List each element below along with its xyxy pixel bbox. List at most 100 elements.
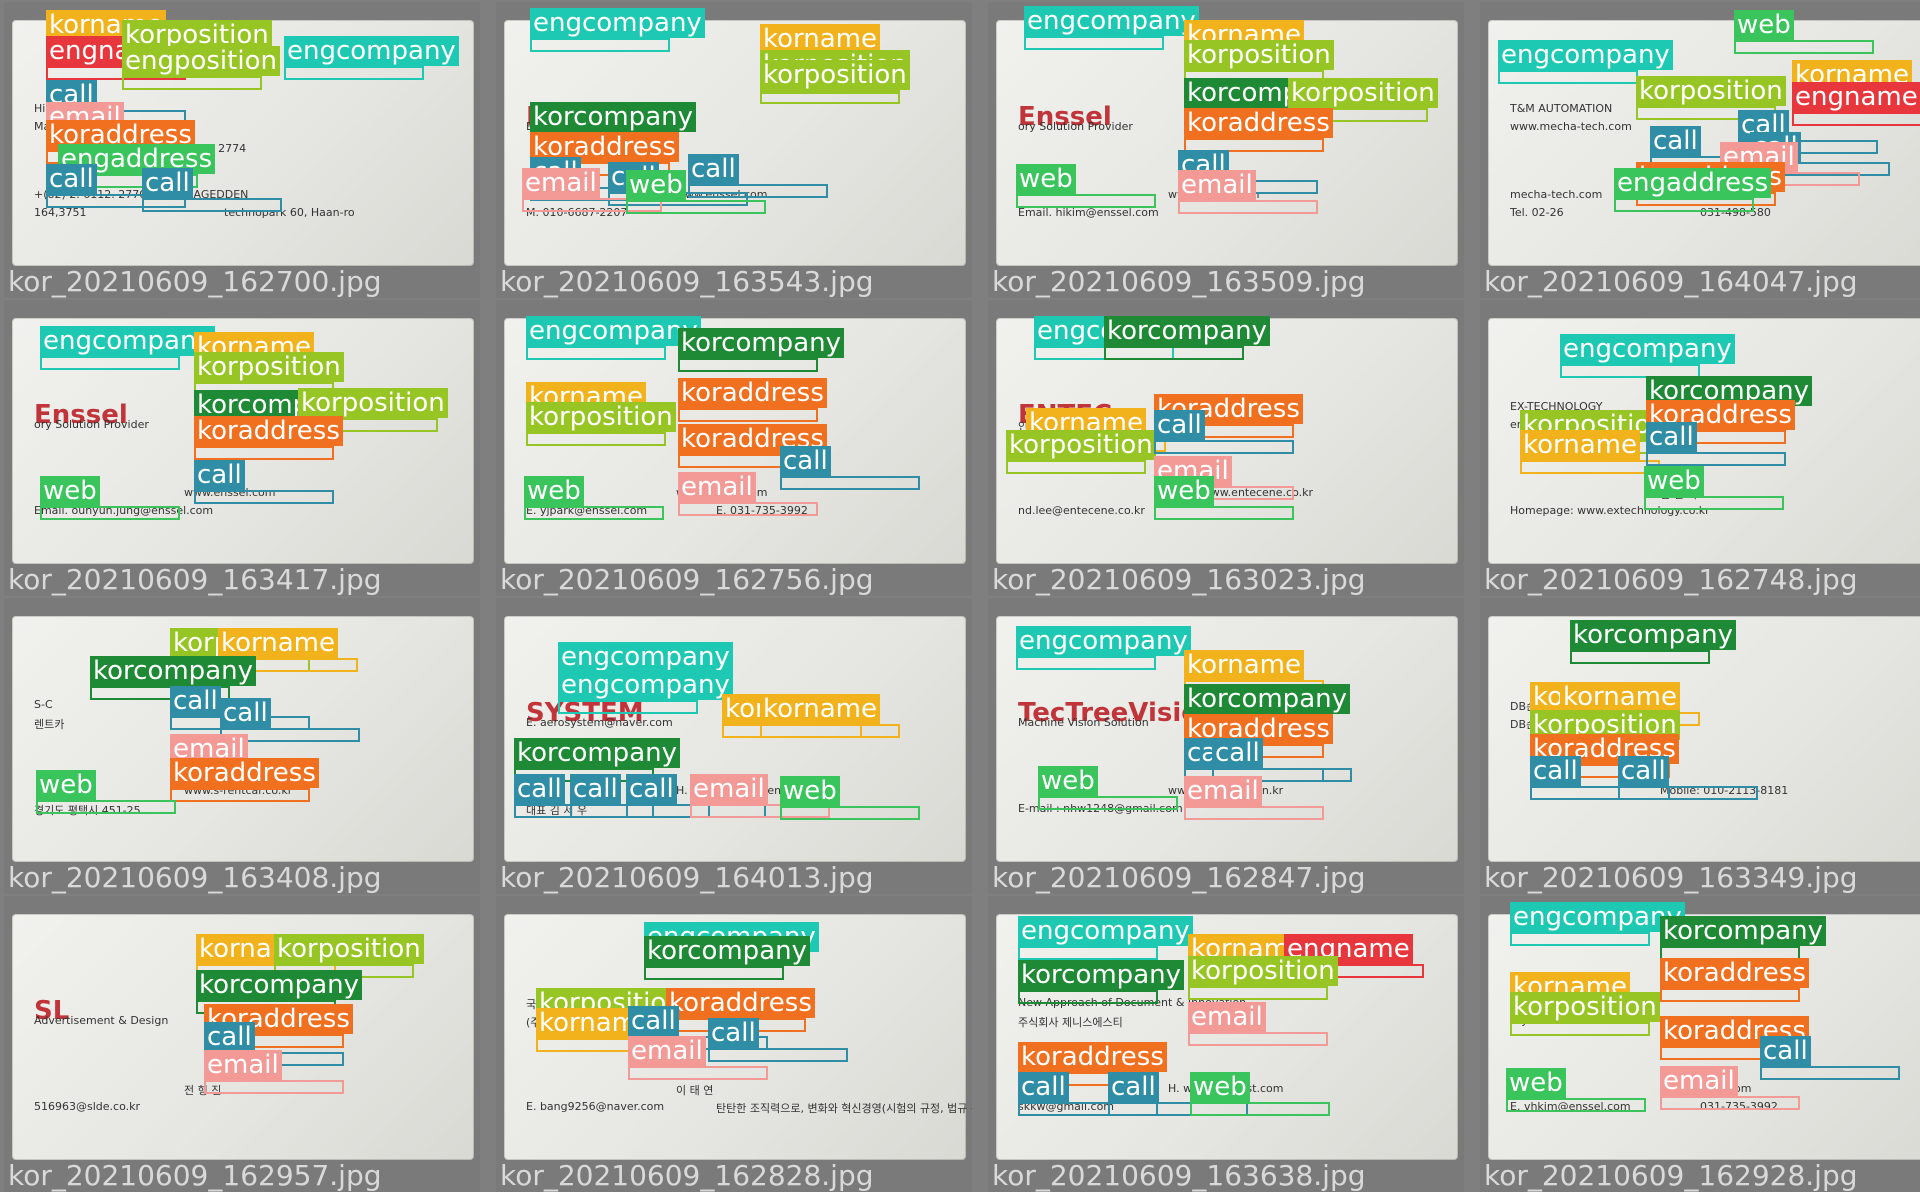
bounding-box — [1038, 796, 1178, 810]
label-tag: korname — [1184, 650, 1305, 680]
label-tag: email — [522, 168, 600, 198]
card-text: Tel. 02-26 — [1510, 206, 1564, 219]
label-tag: korname — [760, 24, 881, 54]
label-tag: email — [1188, 1002, 1266, 1032]
label-tag: korposition — [526, 402, 676, 432]
label-tag: web — [524, 476, 584, 506]
bounding-box — [780, 806, 920, 820]
label-tag: koraddress — [1184, 108, 1333, 138]
card-text: S-C — [34, 698, 53, 711]
label-tag: korcompany — [1018, 960, 1184, 990]
image-tile[interactable]: Hi-Kwon YuManagerMAGEDDEN164,3751technop… — [4, 2, 480, 298]
bounding-box — [688, 184, 828, 198]
bounding-box — [1646, 452, 1786, 466]
bounding-box — [204, 1080, 344, 1094]
label-tag: call — [780, 446, 831, 476]
label-tag: korcompany — [530, 102, 696, 132]
label-tag: email — [690, 774, 768, 804]
label-tag: web — [780, 776, 840, 806]
label-tag: email — [204, 1050, 282, 1080]
label-tag: engcompany — [40, 326, 215, 356]
bounding-box — [284, 66, 424, 80]
bounding-box — [1018, 990, 1158, 1004]
label-tag: korposition — [1288, 78, 1438, 108]
label-tag: call — [1108, 1072, 1159, 1102]
card-text: 탄탄한 조직력으로, 변화와 혁신경영(시험의 규정, 법규 준수) — [716, 1102, 972, 1115]
image-filename: kor_20210609_163408.jpg — [8, 861, 382, 894]
bounding-box — [1510, 932, 1650, 946]
card-text: E. 031-735-3992 — [716, 504, 808, 517]
image-filename: kor_20210609_162748.jpg — [1484, 563, 1858, 596]
label-tag: korname — [760, 694, 881, 724]
image-tile[interactable]: DB손해보험DB손해보험 지정점Mobile: 010-2113-8181kor… — [1480, 598, 1920, 894]
label-tag: korposition — [1636, 76, 1786, 106]
bounding-box — [194, 446, 334, 460]
card-text: 주식회사 제니스에스티 — [1018, 1016, 1123, 1029]
label-tag: call — [570, 774, 621, 804]
label-tag: web — [1506, 1068, 1566, 1098]
label-tag: call — [194, 460, 245, 490]
label-tag: engname — [1792, 82, 1920, 112]
bounding-box — [1644, 496, 1784, 510]
image-filename: kor_20210609_162847.jpg — [992, 861, 1366, 894]
card-text: nd.lee@entecene.co.kr — [1018, 504, 1145, 517]
image-tile[interactable]: ENTEC인텍전기전자주식회사http://www.entecene.co.kr… — [988, 300, 1464, 596]
card-text: Enssel — [1018, 102, 1112, 132]
bounding-box — [690, 804, 830, 818]
bounding-box — [526, 432, 666, 446]
card-text: Advertisement & Design — [34, 1014, 169, 1027]
label-tag: korposition — [1184, 40, 1334, 70]
bounding-box — [1212, 768, 1352, 782]
bounding-box — [90, 686, 230, 700]
label-tag: korposition — [298, 388, 448, 418]
image-filename: kor_20210609_163349.jpg — [1484, 861, 1858, 894]
bounding-box — [522, 198, 662, 212]
label-tag: call — [1618, 756, 1669, 786]
card-text: E. bang9256@naver.com — [526, 1100, 665, 1113]
image-filename: kor_20210609_164013.jpg — [500, 861, 874, 894]
label-tag: korposition — [1188, 956, 1338, 986]
label-tag: koraddress — [170, 758, 319, 788]
label-tag: engcompany — [1016, 626, 1191, 656]
label-tag: call — [1650, 126, 1701, 156]
card-text: MAGEDDEN — [184, 188, 249, 201]
label-tag: korcompany — [1570, 620, 1736, 650]
bounding-box — [628, 1066, 768, 1080]
label-tag: korname — [1560, 682, 1681, 712]
bounding-box — [1024, 36, 1164, 50]
card-text: ory Solution Provider — [34, 418, 149, 431]
card-text: 164,3751 — [34, 206, 87, 219]
bounding-box — [1016, 194, 1156, 208]
bounding-box — [1734, 40, 1874, 54]
image-tile[interactable]: S-C 렌트카 www.s-rentcar.co.kr 경기도 평택시 451-25 k… — [4, 598, 480, 894]
bounding-box — [1614, 198, 1754, 212]
image-tile[interactable]: EnsselE. iyahn@enssel.comwww.enssel.comM… — [496, 2, 972, 298]
bounding-box — [1498, 70, 1638, 84]
bounding-box — [1154, 440, 1294, 454]
bounding-box — [36, 800, 176, 814]
image-filename: kor_20210609_162756.jpg — [500, 563, 874, 596]
card-text: M. 010-6687-2207 — [526, 206, 628, 219]
label-tag: korcompany — [1660, 916, 1826, 946]
image-tile[interactable]: SL Advertisement & Design 전 형 진 516963@slde… — [4, 896, 480, 1192]
bounding-box — [780, 476, 920, 490]
bounding-box — [1104, 346, 1244, 360]
label-tag: engcompany — [558, 642, 733, 672]
image-tile[interactable]: New Approach of Document & Innovation 주식회… — [988, 896, 1464, 1192]
label-tag: engcompany — [1498, 40, 1673, 70]
bounding-box — [1760, 1066, 1900, 1080]
bounding-box — [1618, 786, 1758, 800]
card-text: E. vhkim@enssel.com — [1510, 1100, 1631, 1113]
image-tile[interactable]: 국가공인 품질검사 전문기관(주)한국건설표준시험원이 태 연E. bang92… — [496, 896, 972, 1192]
bounding-box — [626, 200, 766, 214]
card-text: 516963@slde.co.kr — [34, 1100, 140, 1113]
